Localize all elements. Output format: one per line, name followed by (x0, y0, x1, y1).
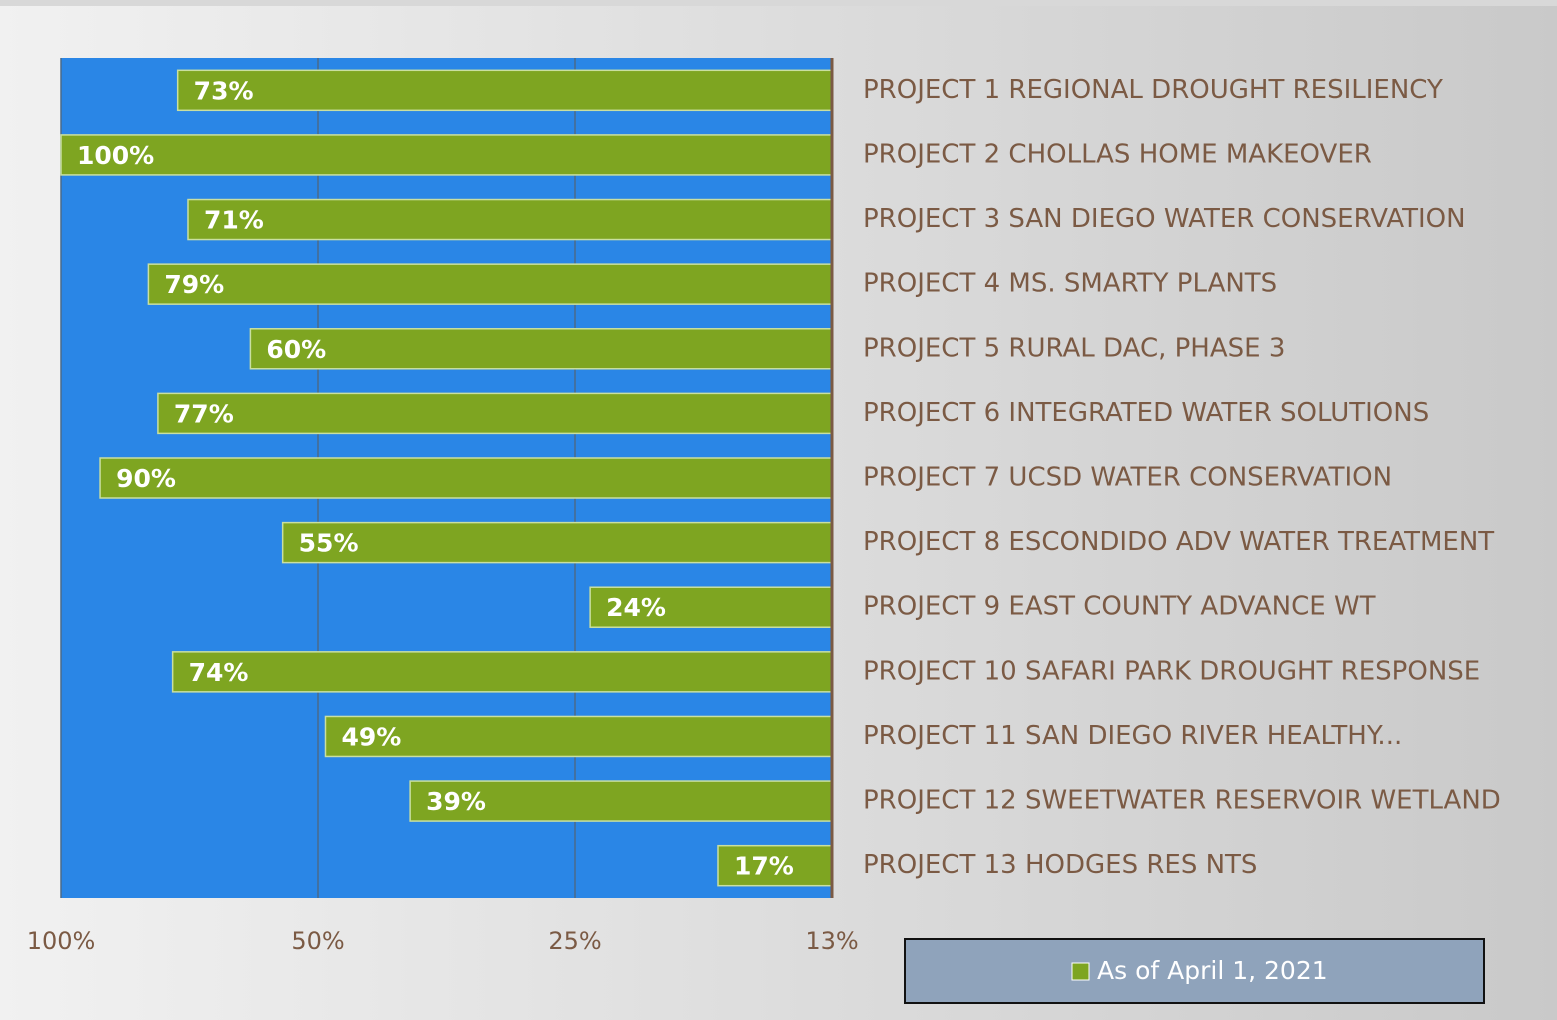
category-label: PROJECT 8 ESCONDIDO ADV WATER TREATMENT (863, 527, 1494, 557)
x-tick-label: 13% (805, 927, 858, 955)
value-label: 39% (426, 787, 486, 816)
legend-swatch (1071, 962, 1090, 981)
legend-box (904, 938, 1485, 1004)
bar (99, 457, 833, 499)
category-label: PROJECT 11 SAN DIEGO RIVER HEALTHY... (863, 721, 1402, 751)
bar (187, 198, 833, 241)
category-label: PROJECT 6 INTEGRATED WATER SOLUTIONS (863, 398, 1429, 428)
bar (176, 69, 833, 112)
category-label: PROJECT 3 SAN DIEGO WATER CONSERVATION (863, 204, 1466, 234)
plot-area: 100% 50% 25% 13% 73% PROJECT 1 REGIONAL DROUG… (27, 58, 1501, 955)
value-label: 100% (77, 141, 154, 170)
category-label: PROJECT 10 SAFARI PARK DROUGHT RESPONSE (863, 656, 1480, 686)
value-label: 77% (174, 399, 234, 428)
category-label: PROJECT 13 HODGES RES NTS (863, 850, 1257, 880)
x-tick-label: 25% (548, 927, 601, 955)
bar (324, 715, 833, 758)
category-label: PROJECT 2 CHOLLAS HOME MAKEOVER (863, 139, 1372, 169)
bar (147, 263, 833, 305)
bar (249, 328, 833, 370)
category-label: PROJECT 7 UCSD WATER CONSERVATION (863, 463, 1392, 493)
bar (281, 521, 833, 564)
value-label: 17% (734, 852, 794, 881)
value-label: 71% (204, 206, 264, 235)
value-label: 60% (266, 335, 326, 364)
value-label: 79% (164, 270, 224, 299)
value-label: 74% (189, 658, 249, 687)
value-label: 49% (341, 722, 401, 751)
bar (409, 780, 833, 822)
category-label: PROJECT 1 REGIONAL DROUGHT RESILIENCY (863, 75, 1443, 105)
top-band (0, 0, 1557, 6)
x-tick-label: 50% (291, 927, 344, 955)
value-label: 24% (606, 593, 666, 622)
bar (60, 134, 833, 176)
value-label: 55% (299, 529, 359, 558)
category-label: PROJECT 4 MS. SMARTY PLANTS (863, 269, 1277, 299)
bar (157, 392, 833, 435)
bar (589, 586, 833, 628)
value-label: 90% (116, 464, 176, 493)
x-tick-label: 100% (27, 927, 96, 955)
category-label: PROJECT 12 SWEETWATER RESERVOIR WETLAND (863, 786, 1501, 816)
legend-label: As of April 1, 2021 (1097, 956, 1328, 985)
bar (171, 651, 833, 693)
value-label: 73% (194, 76, 254, 105)
category-label: PROJECT 9 EAST COUNTY ADVANCE WT (863, 592, 1376, 622)
category-label: PROJECT 5 RURAL DAC, PHASE 3 (863, 333, 1285, 363)
